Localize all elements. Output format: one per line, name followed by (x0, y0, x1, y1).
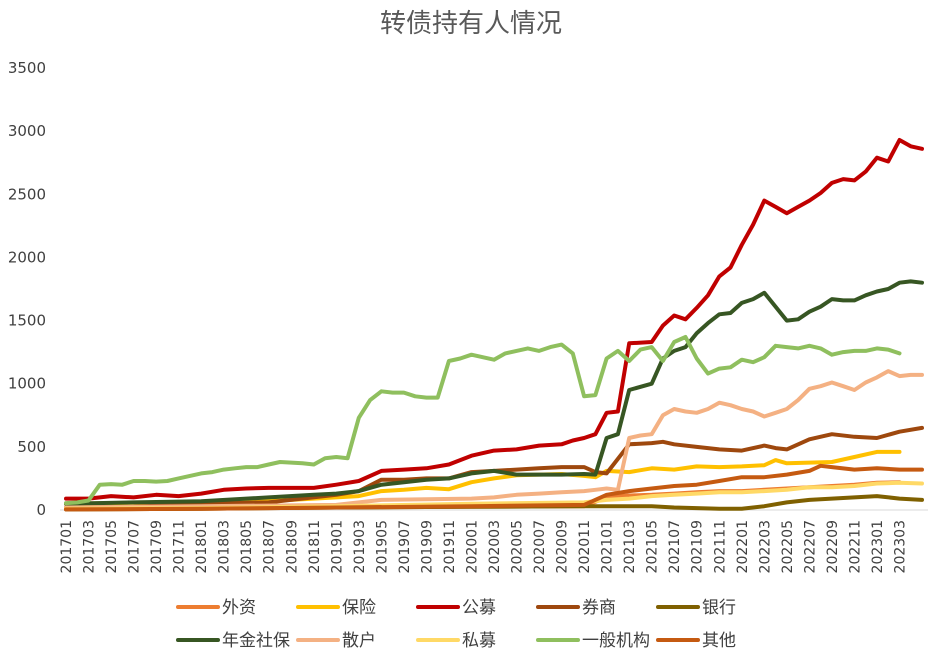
x-tick-label: 201807 (262, 520, 278, 573)
y-tick-label: 2500 (8, 185, 46, 203)
legend-label: 其他 (702, 631, 736, 651)
x-tick-label: 202007 (532, 520, 548, 573)
x-tick-label: 201911 (442, 520, 458, 573)
y-tick-label: 2000 (8, 248, 46, 266)
x-tick-label: 202105 (645, 520, 661, 573)
x-tick-label: 201703 (82, 520, 98, 573)
legend-label: 保险 (342, 598, 376, 618)
x-tick-label: 201905 (374, 520, 390, 573)
legend-label: 散户 (342, 631, 376, 651)
x-tick-label: 202107 (667, 520, 683, 573)
legend-label: 券商 (582, 598, 616, 618)
y-tick-label: 3500 (8, 59, 46, 77)
x-tick-label: 201901 (329, 520, 345, 573)
x-tick-label: 201907 (397, 520, 413, 573)
x-tick-label: 202109 (690, 520, 706, 573)
x-tick-label: 201803 (217, 520, 233, 573)
x-tick-label: 201909 (419, 520, 435, 573)
plot-area (64, 138, 924, 512)
y-tick-label: 3000 (8, 122, 46, 140)
x-tick-label: 202001 (464, 520, 480, 573)
y-tick-label: 500 (17, 438, 46, 456)
series-line-7 (64, 480, 924, 511)
x-tick-label: 201811 (307, 520, 323, 573)
y-tick-label: 0 (36, 501, 46, 519)
legend-label: 外资 (222, 598, 256, 618)
y-tick-label: 1500 (8, 312, 46, 330)
x-tick-label: 201705 (104, 520, 120, 573)
legend-label: 公募 (462, 598, 496, 618)
x-tick-label: 201701 (59, 520, 75, 573)
x-tick-label: 202301 (870, 520, 886, 573)
x-tick-label: 201903 (352, 520, 368, 573)
x-tick-label: 201801 (194, 520, 210, 573)
x-tick-label: 202103 (622, 520, 638, 573)
legend-label: 年金社保 (222, 631, 290, 651)
x-tick-label: 202003 (487, 520, 503, 573)
legend-label: 一般机构 (582, 631, 650, 651)
series-line-6 (64, 369, 924, 510)
x-tick-label: 202209 (825, 520, 841, 573)
series-line-8 (64, 335, 902, 506)
x-tick-label: 201707 (127, 520, 143, 573)
x-tick-label: 201711 (172, 520, 188, 573)
y-tick-label: 1000 (8, 375, 46, 393)
x-tick-label: 201809 (284, 520, 300, 573)
x-axis: 201701 201703 201705 201707 201709 201711 2018… (59, 520, 908, 573)
y-axis: 0 500 1000 1500 2000 2500 3000 3500 (8, 59, 46, 519)
x-tick-label: 201805 (239, 520, 255, 573)
x-tick-label: 201709 (149, 520, 165, 573)
legend-label: 银行 (702, 598, 736, 618)
series-line-9 (64, 463, 924, 512)
x-tick-label: 202303 (892, 520, 908, 573)
series-line-2 (64, 138, 924, 501)
x-tick-label: 202201 (735, 520, 751, 573)
series-line-3 (64, 425, 924, 510)
x-tick-label: 202009 (555, 520, 571, 573)
x-tick-label: 202011 (577, 520, 593, 573)
x-tick-label: 202203 (757, 520, 773, 573)
x-tick-label: 202101 (600, 520, 616, 573)
series-line-5 (64, 279, 924, 506)
x-tick-label: 202205 (780, 520, 796, 573)
chart-title: 转债持有人情况 (380, 9, 562, 39)
x-tick-label: 202207 (802, 520, 818, 573)
x-tick-label: 202211 (847, 520, 863, 573)
x-tick-label: 202111 (712, 520, 728, 573)
x-tick-label: 202005 (510, 520, 526, 573)
legend-label: 私募 (462, 631, 496, 651)
